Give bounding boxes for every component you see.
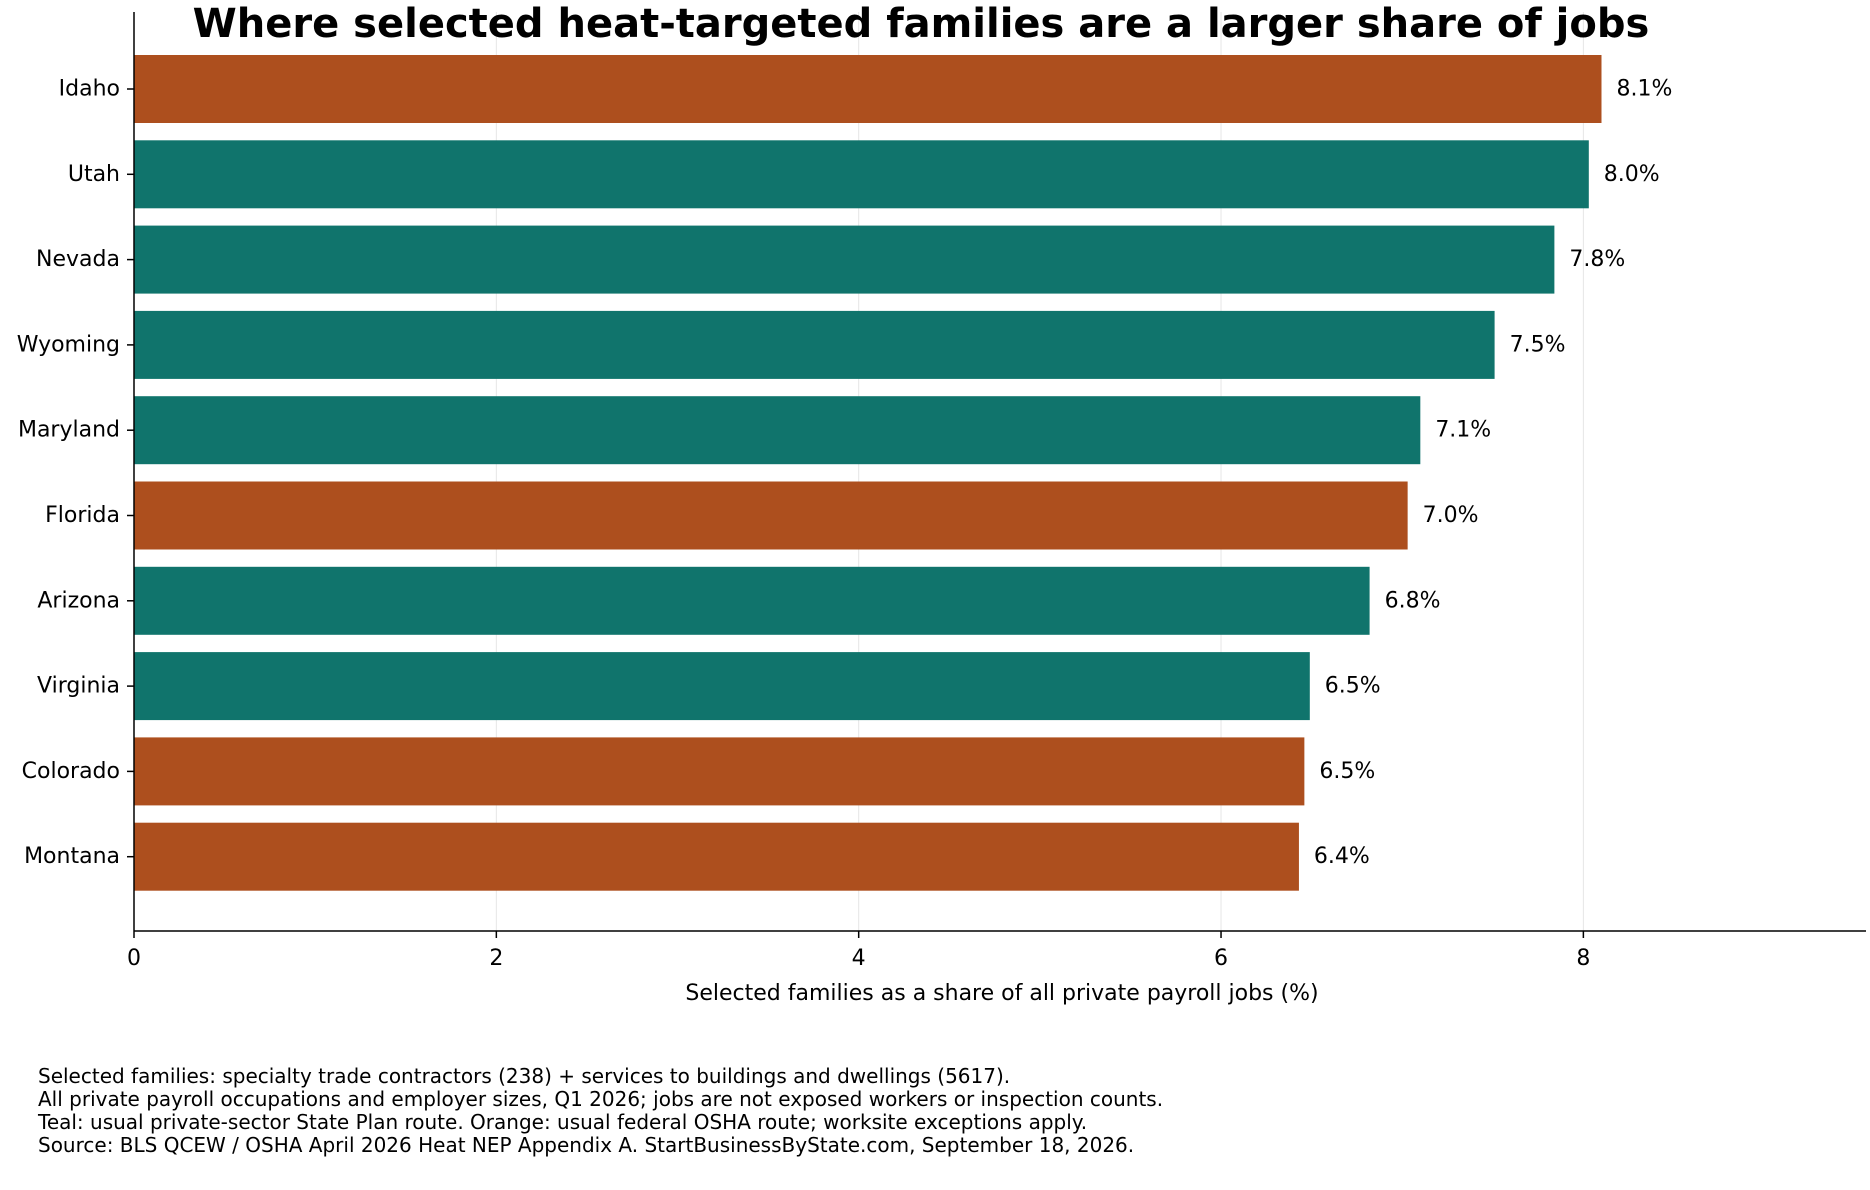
y-tick-label: Florida xyxy=(45,503,120,528)
footnotes: Selected families: specialty trade contr… xyxy=(37,1064,1163,1157)
x-tick-label: 6 xyxy=(1214,946,1228,971)
data-label: 6.5% xyxy=(1319,759,1375,784)
x-tick-label: 8 xyxy=(1576,946,1590,971)
data-label: 7.0% xyxy=(1423,503,1479,528)
x-tick-label: 0 xyxy=(127,946,141,971)
x-axis-label: Selected families as a share of all priv… xyxy=(685,981,1318,1006)
labels: Where selected heat-targeted families ar… xyxy=(17,1,1673,1006)
y-tick-label: Maryland xyxy=(18,418,120,443)
data-label: 8.0% xyxy=(1604,162,1660,187)
y-tick-label: Idaho xyxy=(59,77,120,102)
x-tick-label: 2 xyxy=(489,946,503,971)
footnote-line: Source: BLS QCEW / OSHA April 2026 Heat … xyxy=(38,1133,1134,1157)
data-label: 8.1% xyxy=(1616,77,1672,102)
bar-idaho xyxy=(134,55,1602,123)
bar-maryland xyxy=(134,396,1421,465)
bar-florida xyxy=(134,481,1408,550)
footnote-line: Teal: usual private-sector State Plan ro… xyxy=(37,1110,1087,1134)
axes xyxy=(127,12,1866,938)
data-label: 6.5% xyxy=(1325,674,1381,699)
y-tick-label: Colorado xyxy=(22,759,120,784)
bar-montana xyxy=(134,822,1299,891)
y-tick-label: Wyoming xyxy=(17,332,120,357)
y-tick-label: Arizona xyxy=(37,588,120,613)
bar-virginia xyxy=(134,652,1310,721)
y-tick-label: Nevada xyxy=(36,247,120,272)
bar-wyoming xyxy=(134,310,1495,379)
bars xyxy=(134,55,1602,891)
data-label: 6.4% xyxy=(1314,844,1370,869)
y-tick-label: Montana xyxy=(24,844,120,869)
y-tick-label: Utah xyxy=(68,162,120,187)
bar-colorado xyxy=(134,737,1305,806)
footnote-line: Selected families: specialty trade contr… xyxy=(38,1064,1010,1088)
x-tick-label: 4 xyxy=(852,946,866,971)
bar-arizona xyxy=(134,566,1370,635)
data-label: 7.8% xyxy=(1569,247,1625,272)
bar-utah xyxy=(134,140,1589,209)
y-tick-label: Virginia xyxy=(37,674,120,699)
bar-nevada xyxy=(134,225,1555,294)
data-label: 7.5% xyxy=(1510,332,1566,357)
data-label: 7.1% xyxy=(1435,418,1491,443)
chart-title: Where selected heat-targeted families ar… xyxy=(193,1,1650,47)
footnote-line: All private payroll occupations and empl… xyxy=(38,1087,1163,1111)
data-label: 6.8% xyxy=(1385,588,1441,613)
